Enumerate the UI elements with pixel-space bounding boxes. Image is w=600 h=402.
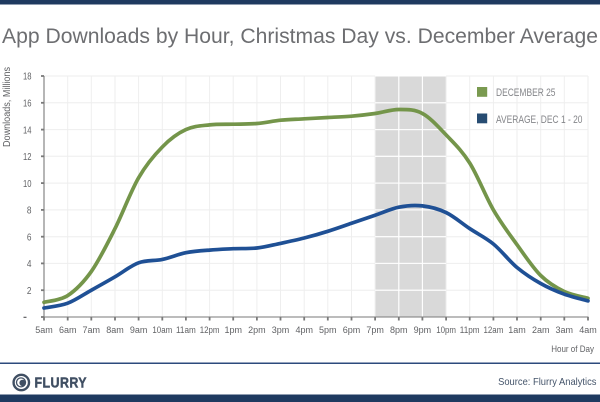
svg-text:2pm: 2pm xyxy=(248,325,266,335)
svg-text:12: 12 xyxy=(23,152,32,163)
svg-text:FLURRY: FLURRY xyxy=(35,375,88,391)
svg-text:16: 16 xyxy=(23,99,32,110)
svg-text:Source: Flurry Analytics: Source: Flurry Analytics xyxy=(498,376,596,388)
svg-text:7pm: 7pm xyxy=(366,325,384,335)
svg-text:Downloads, Millions: Downloads, Millions xyxy=(2,67,13,147)
svg-text:8: 8 xyxy=(27,206,32,217)
svg-text:11pm: 11pm xyxy=(460,325,480,335)
svg-text:Hour of Day: Hour of Day xyxy=(551,344,594,354)
svg-text:4pm: 4pm xyxy=(295,325,313,335)
svg-text:12pm: 12pm xyxy=(200,325,220,335)
svg-text:DECEMBER 25: DECEMBER 25 xyxy=(496,87,556,99)
svg-text:10pm: 10pm xyxy=(436,325,456,335)
svg-text:App Downloads by Hour, Christm: App Downloads by Hour, Christmas Day vs.… xyxy=(2,24,598,48)
svg-text:1am: 1am xyxy=(508,325,526,335)
svg-text:14: 14 xyxy=(23,125,32,136)
svg-text:4: 4 xyxy=(27,259,32,270)
svg-text:8am: 8am xyxy=(106,325,124,335)
svg-text:7am: 7am xyxy=(83,325,101,335)
svg-text:3am: 3am xyxy=(556,325,574,335)
svg-text:9pm: 9pm xyxy=(414,325,432,335)
svg-text:6am: 6am xyxy=(59,325,77,335)
svg-text:5pm: 5pm xyxy=(319,325,337,335)
svg-text:10: 10 xyxy=(23,179,32,190)
svg-text:5am: 5am xyxy=(35,325,53,335)
svg-text:18: 18 xyxy=(23,72,32,83)
svg-text:9am: 9am xyxy=(130,325,148,335)
svg-text:10am: 10am xyxy=(152,325,172,335)
svg-text:12am: 12am xyxy=(484,325,504,335)
svg-text:6pm: 6pm xyxy=(343,325,361,335)
svg-text:4am: 4am xyxy=(579,325,597,335)
svg-text:3pm: 3pm xyxy=(272,325,290,335)
svg-text:6: 6 xyxy=(27,232,32,243)
svg-text:8pm: 8pm xyxy=(390,325,408,335)
svg-text:11am: 11am xyxy=(176,325,196,335)
svg-text:2: 2 xyxy=(27,286,32,297)
svg-text:AVERAGE, DEC 1 - 20: AVERAGE, DEC 1 - 20 xyxy=(496,114,583,126)
svg-text:1pm: 1pm xyxy=(224,325,242,335)
svg-text:2am: 2am xyxy=(532,325,550,335)
